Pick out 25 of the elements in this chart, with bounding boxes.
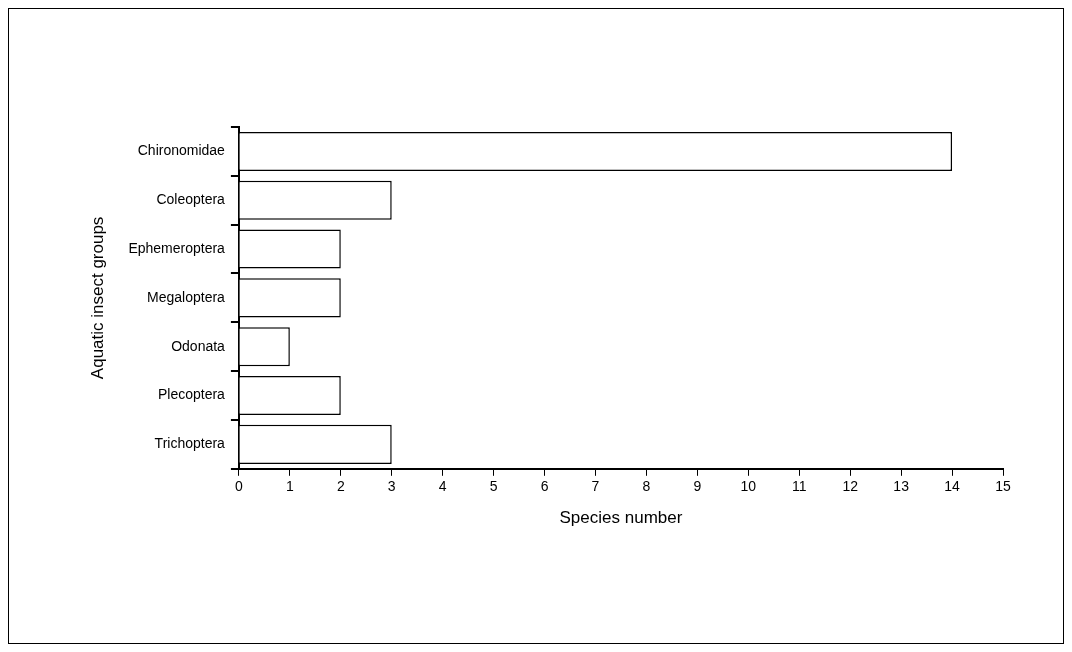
x-tick-label: 2 bbox=[336, 478, 345, 495]
x-tick-label: 13 bbox=[893, 478, 910, 495]
x-tick-label: 4 bbox=[438, 478, 447, 495]
y-tick-label: Coleoptera bbox=[156, 191, 226, 208]
y-tick-label: Plecoptera bbox=[157, 386, 226, 403]
x-tick-label: 11 bbox=[791, 478, 807, 495]
y-tick-label: Trichoptera bbox=[154, 435, 226, 452]
x-tick-label: 14 bbox=[944, 478, 961, 495]
y-tick-label: Odonata bbox=[171, 337, 226, 354]
x-tick-label: 3 bbox=[387, 478, 396, 495]
x-tick-label: 10 bbox=[740, 478, 757, 495]
y-tick-label: Megaloptera bbox=[147, 288, 226, 305]
x-axis-title: Species number bbox=[559, 508, 683, 528]
y-axis-title: Aquatic insect groups bbox=[87, 216, 107, 380]
y-tick-label: Chironomidae bbox=[137, 142, 226, 159]
x-tick-label: 12 bbox=[842, 478, 859, 495]
x-tick-label: 7 bbox=[591, 478, 600, 495]
x-tick-label: 6 bbox=[540, 478, 549, 495]
x-tick-label: 8 bbox=[642, 478, 651, 495]
x-tick-label: 0 bbox=[235, 478, 243, 495]
x-tick-label: 5 bbox=[489, 478, 498, 495]
x-tick-label: 1 bbox=[285, 478, 294, 495]
y-tick-label: Ephemeroptera bbox=[128, 239, 226, 256]
x-tick-label: 9 bbox=[693, 478, 702, 495]
x-tick-label: 15 bbox=[995, 478, 1011, 495]
